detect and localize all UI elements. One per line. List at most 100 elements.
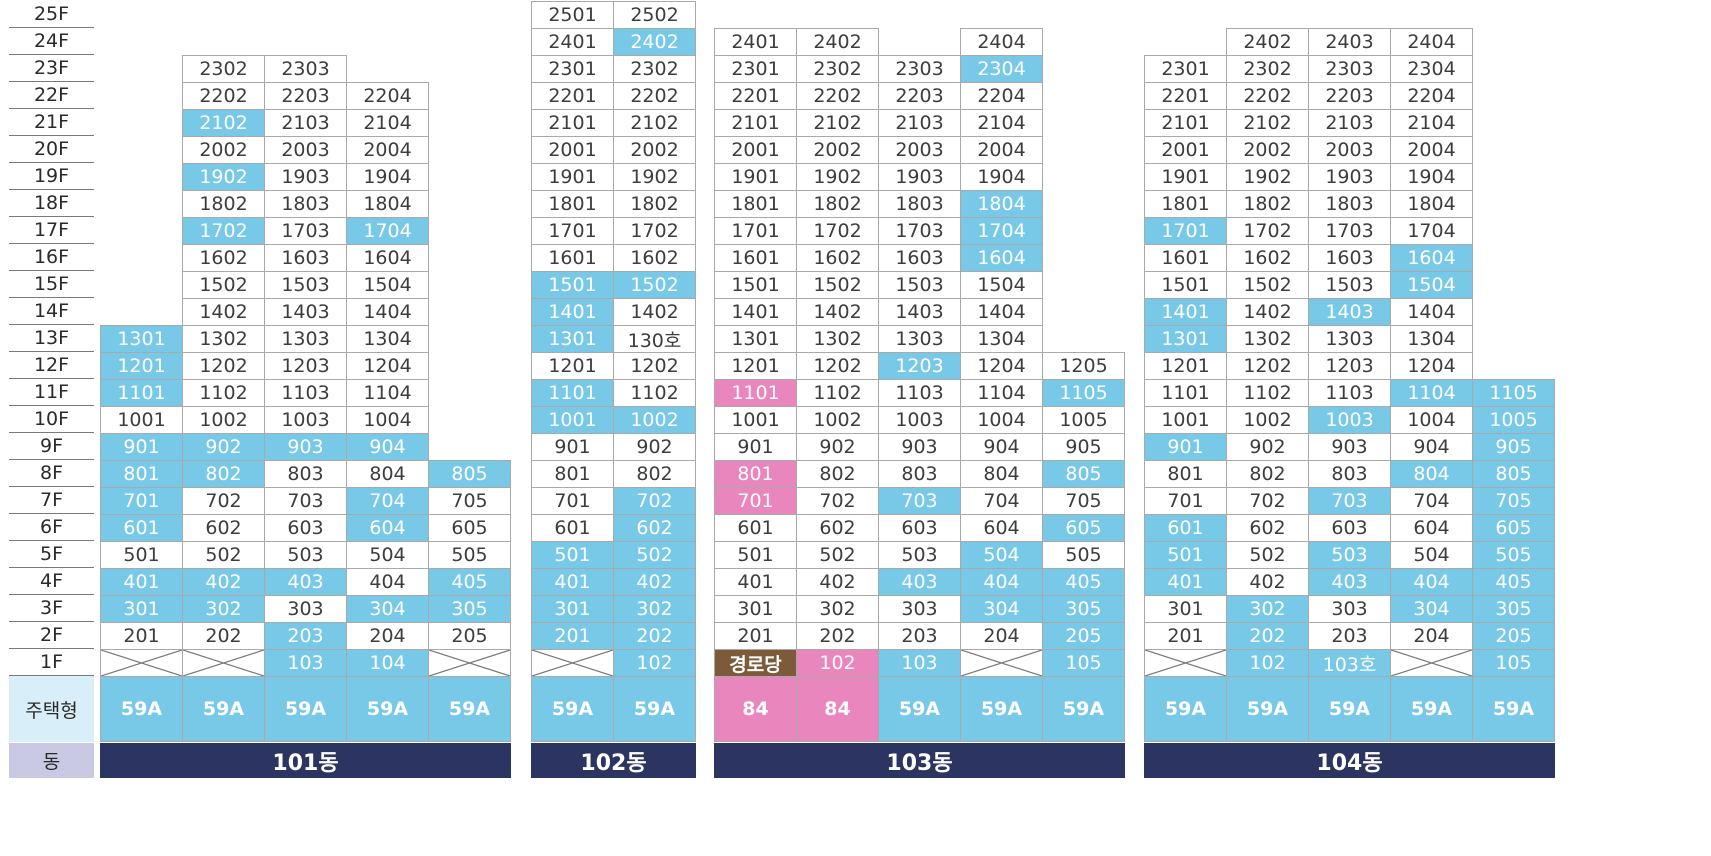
unit-cell: 304 xyxy=(1390,595,1473,623)
unit-cell: 904 xyxy=(1390,433,1473,461)
unit-cell: 1703 xyxy=(264,217,347,245)
unit-cell: 903 xyxy=(1308,433,1391,461)
unit-cell: 1401 xyxy=(714,298,797,326)
unit-cell: 202 xyxy=(796,622,879,650)
unit-cell: 702 xyxy=(796,487,879,515)
floor-label: 9F xyxy=(9,433,94,460)
unit-cell: 102 xyxy=(1226,649,1309,677)
unit-cell: 1702 xyxy=(796,217,879,245)
unit-cell: 2002 xyxy=(182,136,265,164)
unit-cell: 2301 xyxy=(1144,55,1227,83)
unit-cell: 301 xyxy=(714,595,797,623)
unit-cell: 905 xyxy=(1472,433,1555,461)
floor-label: 24F xyxy=(9,28,94,55)
unit-cell: 2102 xyxy=(1226,109,1309,137)
unit-cell: 2103 xyxy=(1308,109,1391,137)
unit-cell: 405 xyxy=(1472,568,1555,596)
unit-cell: 204 xyxy=(1390,622,1473,650)
unit-cell: 402 xyxy=(1226,568,1309,596)
floor-label: 8F xyxy=(9,460,94,487)
unit-cell: 305 xyxy=(1472,595,1555,623)
unit-cell: 1603 xyxy=(264,244,347,272)
unit-type-cell: 59A xyxy=(613,676,696,742)
unit-cell: 1302 xyxy=(1226,325,1309,353)
floor-label: 12F xyxy=(9,352,94,379)
unit-cell: 2003 xyxy=(878,136,961,164)
unit-cell: 804 xyxy=(1390,460,1473,488)
unit-cell: 2301 xyxy=(531,55,614,83)
unit-cell: 1003 xyxy=(264,406,347,434)
unit-cell: 1703 xyxy=(1308,217,1391,245)
unit-cell: 901 xyxy=(1144,433,1227,461)
unit-cell: 1102 xyxy=(796,379,879,407)
unit-cell: 1503 xyxy=(1308,271,1391,299)
unit-cell: 501 xyxy=(1144,541,1227,569)
unit-cell: 302 xyxy=(796,595,879,623)
floor-label: 23F xyxy=(9,55,94,82)
unit-cell: 1801 xyxy=(1144,190,1227,218)
unit-cell: 104 xyxy=(346,649,429,677)
unit-cell: 1503 xyxy=(878,271,961,299)
unit-cell: 1702 xyxy=(1226,217,1309,245)
unit-cell: 1104 xyxy=(346,379,429,407)
unit-cell: 2002 xyxy=(1226,136,1309,164)
floor-label: 6F xyxy=(9,514,94,541)
unit-cell: 1103 xyxy=(1308,379,1391,407)
unit-cell: 2203 xyxy=(264,82,347,110)
unit-cell: 1502 xyxy=(182,271,265,299)
unit-cell: 2501 xyxy=(531,1,614,29)
unit-cell: 1204 xyxy=(960,352,1043,380)
unit-cell: 2104 xyxy=(1390,109,1473,137)
unit-cell: 1802 xyxy=(613,190,696,218)
unit-cell: 1903 xyxy=(878,163,961,191)
unit-cell: 603 xyxy=(878,514,961,542)
unit-cell-empty xyxy=(1390,649,1473,677)
unit-cell: 504 xyxy=(346,541,429,569)
unit-cell: 205 xyxy=(428,622,511,650)
floor-label: 21F xyxy=(9,109,94,136)
unit-cell: 2302 xyxy=(796,55,879,83)
unit-cell: 703 xyxy=(878,487,961,515)
unit-cell: 1904 xyxy=(346,163,429,191)
unit-cell: 503 xyxy=(878,541,961,569)
unit-cell: 1004 xyxy=(1390,406,1473,434)
unit-cell: 2104 xyxy=(960,109,1043,137)
unit-cell: 705 xyxy=(1472,487,1555,515)
unit-cell: 1901 xyxy=(531,163,614,191)
unit-cell-empty xyxy=(182,649,265,677)
unit-cell: 505 xyxy=(1472,541,1555,569)
unit-cell: 803 xyxy=(1308,460,1391,488)
unit-cell: 2102 xyxy=(796,109,879,137)
unit-cell: 804 xyxy=(960,460,1043,488)
unit-cell: 1102 xyxy=(613,379,696,407)
unit-cell: 1601 xyxy=(1144,244,1227,272)
unit-cell: 1703 xyxy=(878,217,961,245)
unit-cell: 702 xyxy=(182,487,265,515)
unit-cell: 2104 xyxy=(346,109,429,137)
unit-cell: 1904 xyxy=(1390,163,1473,191)
unit-type-cell: 59A xyxy=(531,676,614,742)
floor-label: 2F xyxy=(9,622,94,649)
unit-cell-empty xyxy=(428,649,511,677)
unit-cell: 1002 xyxy=(182,406,265,434)
unit-cell: 901 xyxy=(531,433,614,461)
unit-cell: 302 xyxy=(1226,595,1309,623)
unit-cell: 704 xyxy=(346,487,429,515)
unit-cell: 1104 xyxy=(960,379,1043,407)
unit-cell: 1802 xyxy=(182,190,265,218)
unit-cell: 1102 xyxy=(1226,379,1309,407)
unit-cell: 1203 xyxy=(878,352,961,380)
unit-cell: 1702 xyxy=(182,217,265,245)
unit-cell: 1604 xyxy=(1390,244,1473,272)
unit-cell: 902 xyxy=(613,433,696,461)
unit-cell: 804 xyxy=(346,460,429,488)
unit-cell: 1902 xyxy=(182,163,265,191)
unit-cell-empty xyxy=(1144,649,1227,677)
unit-cell: 2002 xyxy=(796,136,879,164)
unit-cell: 803 xyxy=(264,460,347,488)
unit-cell: 1303 xyxy=(1308,325,1391,353)
unit-cell: 1402 xyxy=(613,298,696,326)
unit-cell: 1201 xyxy=(714,352,797,380)
unit-cell: 2401 xyxy=(714,28,797,56)
